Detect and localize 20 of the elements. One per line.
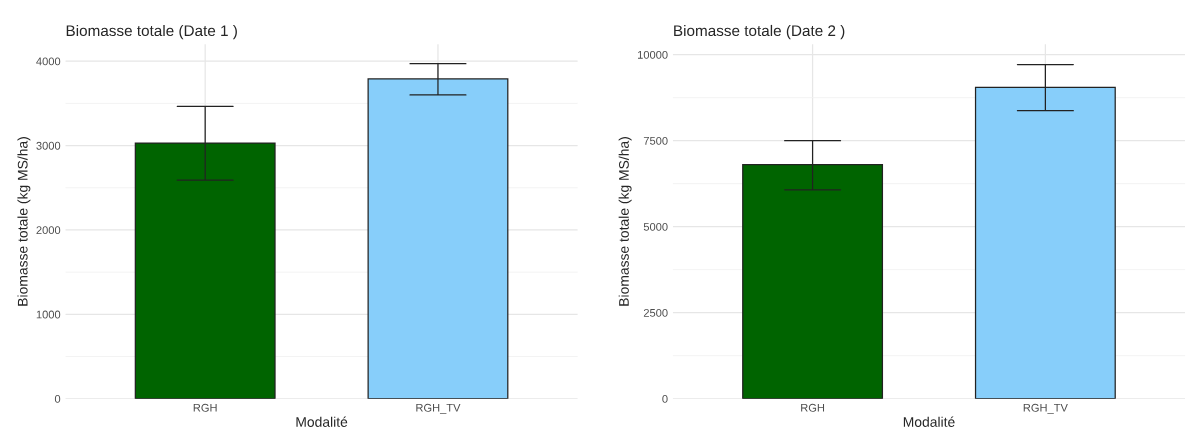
y-tick-label: 7500 [643,136,668,145]
y-tick-label: 0 [54,394,61,403]
x-tick-label: RGH [193,403,217,412]
chart-title: Biomasse totale (Date 2 ) [674,24,845,40]
y-tick-label: 1000 [36,310,61,319]
x-tick-label: RGH [801,403,825,412]
y-tick-label: 2500 [643,308,668,317]
x-axis-title: Modalité [903,416,955,427]
x-tick-label: RGH_TV [416,403,461,414]
y-tick-label: 3000 [36,141,61,150]
y-tick-label: 2000 [36,226,61,235]
chart-title: Biomasse totale (Date 1 ) [66,24,237,40]
y-axis-title: Biomasse totale (kg MS/ha) [618,137,632,306]
y-tick-label: 10000 [638,50,668,59]
y-tick-label: 0 [662,394,668,403]
y-tick-label: 5000 [643,222,668,231]
y-axis-title: Biomasse totale (kg MS/ha) [17,137,31,306]
y-tick-label: 4000 [36,57,61,66]
x-tick-label: RGH_TV [1023,403,1068,414]
x-axis-title: Modalité [296,416,348,427]
